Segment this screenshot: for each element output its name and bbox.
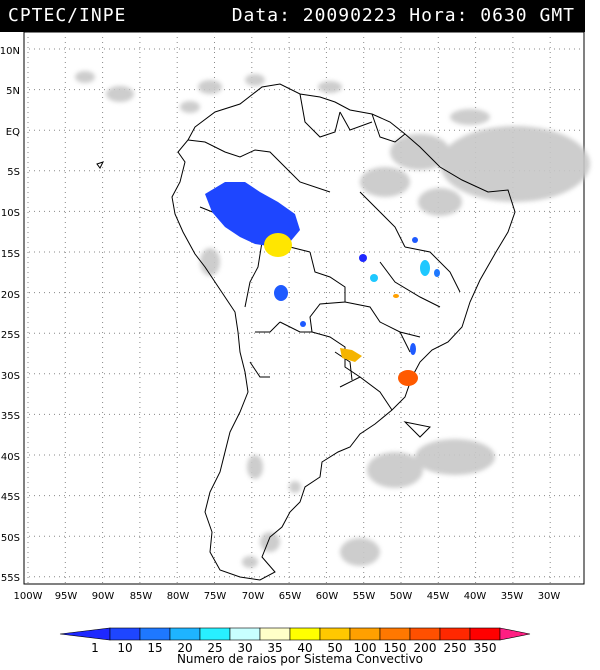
- colorbar-swatch: [259, 627, 291, 641]
- lat-label: 45S: [1, 492, 20, 503]
- lat-label: 20S: [1, 290, 20, 301]
- lightning-system-sao-paulo: [393, 294, 399, 298]
- colorbar-label: 150: [384, 641, 407, 654]
- colorbar-swatch: [109, 627, 141, 641]
- lat-label: 30S: [1, 371, 20, 382]
- lon-label: 70W: [242, 591, 265, 602]
- lon-axis: 100W 95W 90W 85W 80W 75W 70W 65W 60W 55W…: [14, 591, 561, 602]
- lon-label: 85W: [130, 591, 153, 602]
- colorbar-label: 200: [414, 641, 437, 654]
- lon-label: 75W: [204, 591, 227, 602]
- colorbar-label: 100: [354, 641, 377, 654]
- coastline: [96, 83, 516, 581]
- colorbar-label: 50: [327, 641, 342, 654]
- colorbar-swatches: [59, 627, 531, 641]
- lightning-system-misc-4: [300, 321, 306, 327]
- lon-label: 55W: [353, 591, 376, 602]
- lon-label: 35W: [501, 591, 524, 602]
- colorbar-label: 25: [207, 641, 222, 654]
- colorbar-label: 30: [237, 641, 252, 654]
- lon-label: 50W: [390, 591, 413, 602]
- colorbar-label: 10: [117, 641, 132, 654]
- colorbar-swatch: [229, 627, 261, 641]
- graticule: [24, 32, 584, 584]
- colorbar-swatch: [349, 627, 381, 641]
- colorbar: 1 10 15 20 25 30 35 40 50 100 150 200 25…: [59, 627, 531, 654]
- colorbar-swatch: [169, 627, 201, 641]
- lightning-system-goias-east: [370, 274, 378, 282]
- colorbar-label: 35: [267, 641, 282, 654]
- lon-label: 40W: [464, 591, 487, 602]
- colorbar-swatch: [289, 627, 321, 641]
- colorbar-label: 1: [91, 641, 99, 654]
- lon-label: 95W: [55, 591, 78, 602]
- colorbar-label: 40: [297, 641, 312, 654]
- colorbar-swatch: [379, 627, 411, 641]
- lat-label: 5N: [6, 86, 20, 97]
- colorbar-swatch: [59, 627, 111, 641]
- lat-label: 10S: [1, 208, 20, 219]
- colorbar-swatch: [499, 627, 531, 641]
- lat-axis: 10N 5N EQ 5S 10S 15S 20S 25S 30S 35S 40S…: [0, 46, 20, 584]
- lon-label: 60W: [316, 591, 339, 602]
- lightning-system-bolivia-north: [264, 233, 292, 257]
- lightning-map: 10N 5N EQ 5S 10S 15S 20S 25S 30S 35S 40S…: [0, 32, 590, 602]
- colorbar-swatch: [199, 627, 231, 641]
- lat-label: EQ: [6, 127, 20, 138]
- lightning-system-santa-catarina: [410, 343, 416, 355]
- lat-label: 15S: [1, 249, 20, 260]
- colorbar-swatch: [319, 627, 351, 641]
- colorbar-swatch: [469, 627, 501, 641]
- lat-label: 10N: [0, 46, 20, 57]
- title-bar: CPTEC/INPE Data: 20090223 Hora: 0630 GMT: [0, 0, 585, 32]
- lightning-system-misc-3: [434, 269, 440, 277]
- colorbar-swatch: [139, 627, 171, 641]
- cloud-cover: [75, 71, 590, 568]
- lat-label: 35S: [1, 411, 20, 422]
- lightning-system-minas-central: [420, 260, 430, 276]
- lightning-systems: [205, 182, 440, 386]
- lat-label: 25S: [1, 330, 20, 341]
- colorbar-swatch: [439, 627, 471, 641]
- lightning-system-amazon-west: [205, 182, 300, 247]
- lon-label: 80W: [167, 591, 190, 602]
- lightning-system-paraguay-south: [340, 348, 362, 362]
- colorbar-label: 15: [147, 641, 162, 654]
- colorbar-title: Numero de raios por Sistema Convectivo: [176, 652, 424, 666]
- lightning-system-rio-grande-coast: [398, 370, 418, 386]
- lat-label: 55S: [1, 573, 20, 584]
- lon-label: 90W: [92, 591, 115, 602]
- lightning-system-argentina-north: [274, 285, 288, 301]
- organization-label: CPTEC/INPE: [8, 5, 127, 26]
- date-time-label: Data: 20090223 Hora: 0630 GMT: [231, 5, 575, 26]
- lat-label: 50S: [1, 533, 20, 544]
- colorbar-swatch: [409, 627, 441, 641]
- colorbar-label: 20: [177, 641, 192, 654]
- map-frame: [23, 32, 585, 585]
- colorbar-label: 250: [444, 641, 467, 654]
- lightning-system-misc-2: [412, 237, 418, 243]
- colorbar-labels: 1 10 15 20 25 30 35 40 50 100 150 200 25…: [91, 641, 496, 654]
- lightning-system-misc-1: [359, 254, 367, 262]
- lon-label: 45W: [427, 591, 450, 602]
- lon-label: 100W: [14, 591, 43, 602]
- lat-label: 5S: [7, 167, 20, 178]
- lat-label: 40S: [1, 452, 20, 463]
- colorbar-label: 350: [474, 641, 497, 654]
- lon-label: 65W: [279, 591, 302, 602]
- lon-label: 30W: [538, 591, 561, 602]
